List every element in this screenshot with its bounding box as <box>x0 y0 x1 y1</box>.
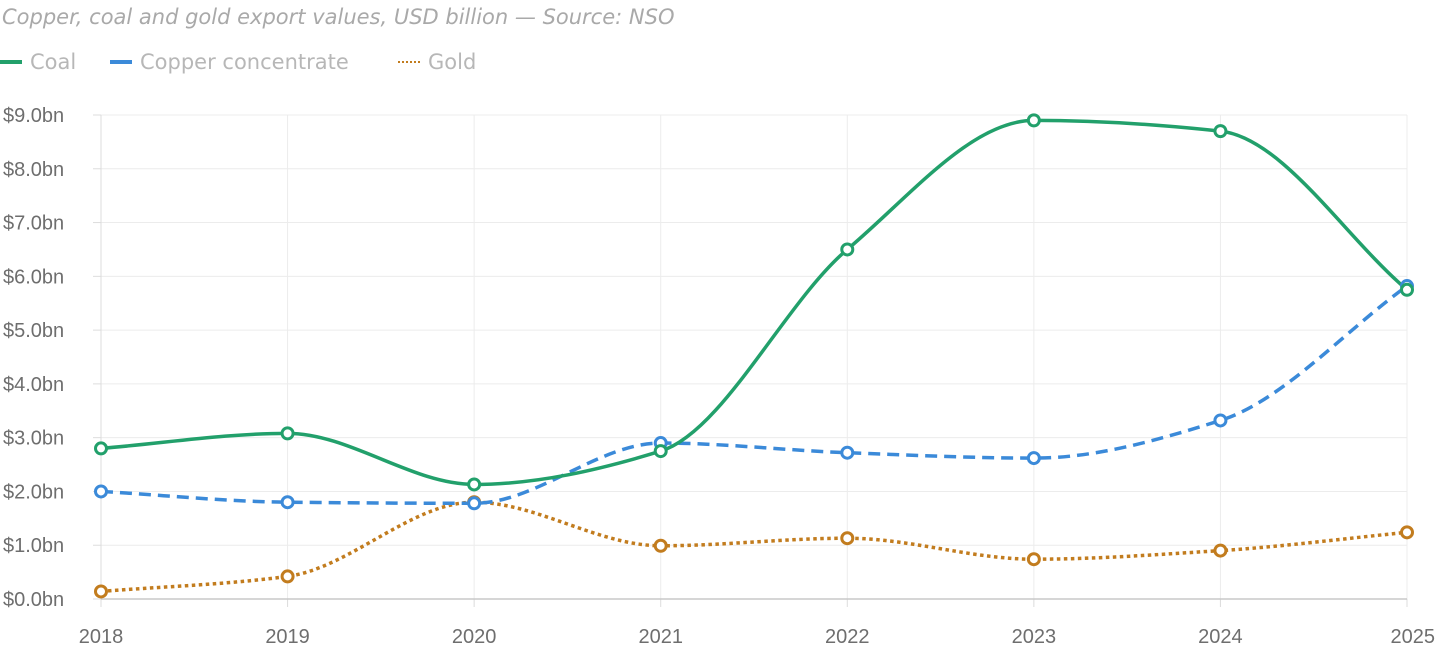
y-tick-label: $4.0bn <box>3 374 64 396</box>
legend-swatch-coal <box>0 60 22 64</box>
y-tick-label: $5.0bn <box>3 320 64 342</box>
data-point-copper-concentrate[interactable] <box>1213 413 1228 428</box>
legend-item-copper-concentrate[interactable]: Copper concentrate <box>110 48 349 76</box>
legend-label-coal: Coal <box>30 50 77 74</box>
legend-swatch-copper-concentrate <box>110 60 132 64</box>
data-point-copper-concentrate[interactable] <box>280 495 295 510</box>
x-tick-label: 2023 <box>1012 626 1057 648</box>
data-point-gold[interactable] <box>94 584 108 599</box>
data-point-gold[interactable] <box>1213 543 1228 558</box>
series-points <box>94 113 1414 599</box>
x-tick-label: 2019 <box>265 626 310 648</box>
data-point-copper-concentrate[interactable] <box>840 445 855 460</box>
legend-label-copper-concentrate: Copper concentrate <box>140 50 349 74</box>
series-lines <box>99 118 1409 594</box>
y-axis-tick-labels: $0.0bn $1.0bn $2.0bn $3.0bn $4.0bn $5.0bn $6.0… <box>3 105 64 611</box>
data-point-coal[interactable] <box>1213 124 1228 139</box>
legend-item-gold[interactable]: Gold <box>398 48 476 76</box>
x-tick-label: 2022 <box>825 626 870 648</box>
grid <box>101 114 1408 599</box>
data-point-copper-concentrate[interactable] <box>1026 451 1041 466</box>
legend: Coal Copper concentrate Gold <box>0 48 700 76</box>
y-tick-label: $6.0bn <box>3 266 64 288</box>
data-point-coal[interactable] <box>1026 113 1041 128</box>
data-point-coal[interactable] <box>840 242 855 257</box>
x-tick-label: 2020 <box>452 626 497 648</box>
y-tick-label: $1.0bn <box>3 535 64 557</box>
data-point-coal[interactable] <box>653 444 668 459</box>
series-line-copper-concentrate <box>100 284 1409 506</box>
axes <box>93 114 1408 607</box>
x-tick-label: 2018 <box>79 626 124 648</box>
y-tick-label: $2.0bn <box>3 481 64 503</box>
legend-item-coal[interactable]: Coal <box>0 48 76 76</box>
x-axis-tick-labels: 2018 2019 2020 2021 2022 2023 2024 2025 <box>79 626 1435 648</box>
data-point-gold[interactable] <box>840 531 855 546</box>
y-tick-label: $8.0bn <box>3 159 64 181</box>
legend-label-gold: Gold <box>428 50 477 74</box>
y-tick-label: $0.0bn <box>3 589 64 611</box>
data-point-coal[interactable] <box>94 441 108 456</box>
x-tick-label: 2021 <box>638 626 683 648</box>
x-tick-label: 2024 <box>1198 626 1243 648</box>
data-point-copper-concentrate[interactable] <box>467 496 482 511</box>
x-tick-label: 2025 <box>1391 626 1436 648</box>
data-point-gold[interactable] <box>1026 552 1041 567</box>
data-point-coal[interactable] <box>280 426 295 441</box>
series-line-coal <box>99 118 1409 487</box>
data-point-gold[interactable] <box>653 538 668 553</box>
data-point-gold[interactable] <box>280 569 295 584</box>
y-tick-label: $7.0bn <box>3 213 64 235</box>
y-tick-label: $3.0bn <box>3 428 64 450</box>
data-point-copper-concentrate[interactable] <box>94 484 108 499</box>
data-point-coal[interactable] <box>1400 282 1414 297</box>
data-point-gold[interactable] <box>1400 525 1414 540</box>
data-point-coal[interactable] <box>467 477 482 492</box>
series-line-gold <box>100 500 1408 594</box>
chart-title: Copper, coal and gold export values, USD… <box>2 5 675 29</box>
y-tick-label: $9.0bn <box>3 105 64 127</box>
